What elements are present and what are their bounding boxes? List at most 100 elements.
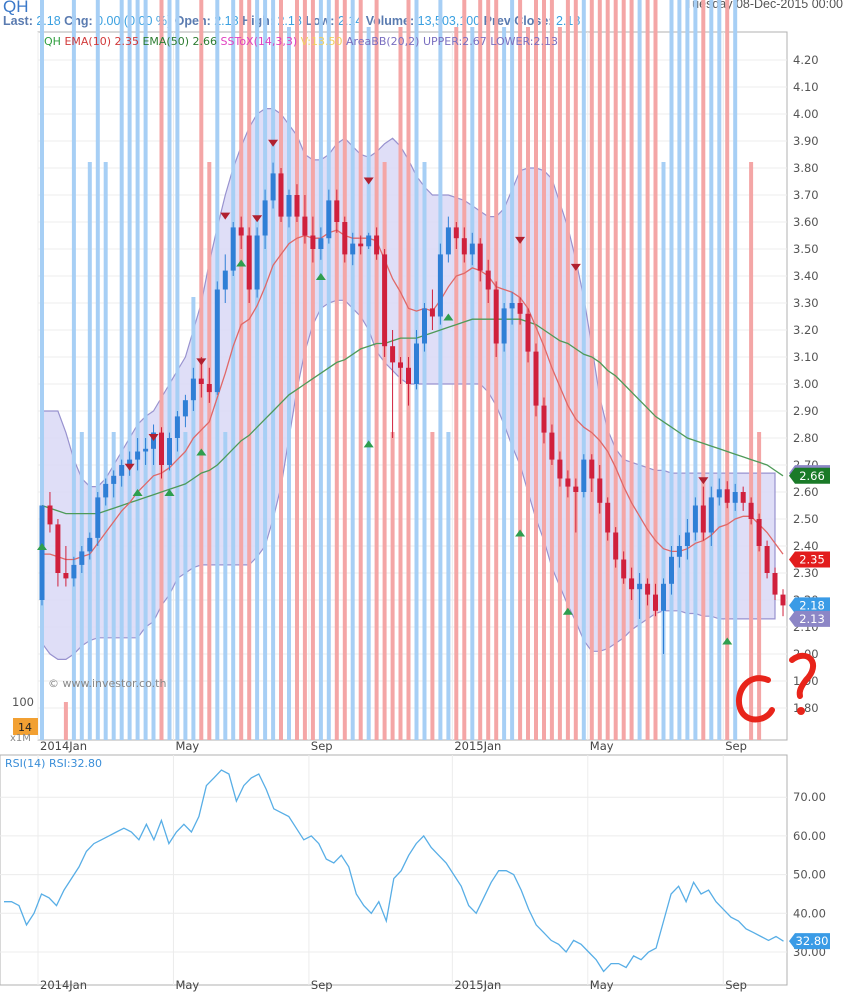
volume-bar xyxy=(542,0,546,740)
sell-marker xyxy=(268,139,279,147)
price-tick-label: 3.20 xyxy=(793,323,819,337)
price-tick-label: 3.00 xyxy=(793,377,819,391)
volume-bar xyxy=(573,0,578,740)
ema10-line xyxy=(42,229,784,561)
volume-bar xyxy=(653,0,658,740)
candle-body xyxy=(358,243,364,247)
candle-body xyxy=(700,505,706,533)
volume-bar xyxy=(247,0,252,740)
candle-body xyxy=(390,346,396,363)
volume-bar xyxy=(446,432,451,740)
volume-bar xyxy=(637,0,642,740)
volume-bar xyxy=(502,27,507,740)
volume-bar xyxy=(462,0,467,740)
handwritten-dot xyxy=(797,707,805,715)
candle-body xyxy=(270,173,276,201)
volume-bar xyxy=(613,0,618,740)
sell-marker xyxy=(698,477,709,485)
candle-body xyxy=(406,367,411,384)
candle-body xyxy=(222,270,228,290)
candle-body xyxy=(286,195,292,217)
value-badge-text: 2.13 xyxy=(799,612,825,626)
volume-badge xyxy=(13,718,38,735)
volume-bar xyxy=(127,0,132,740)
rsi-panel xyxy=(0,754,788,986)
volume-bar xyxy=(366,27,371,740)
price-tick-label: 3.40 xyxy=(793,269,819,283)
legend-entry: SSToX(14,3,3) xyxy=(221,35,301,48)
stat-label: Last: xyxy=(3,14,33,28)
value-badge-text: 2.18 xyxy=(799,598,825,612)
handwritten-c xyxy=(735,675,775,723)
candle-body xyxy=(764,546,770,573)
volume-bar xyxy=(151,432,156,740)
value-badge xyxy=(789,467,830,484)
volume-bar xyxy=(279,0,283,740)
rsi-tick-label: 60.00 xyxy=(793,829,826,843)
candle-body xyxy=(63,573,69,579)
sell-marker xyxy=(363,177,374,185)
candle-body xyxy=(167,438,172,465)
volume-bar xyxy=(565,0,570,740)
candle-body xyxy=(302,216,308,236)
volume-bar xyxy=(685,0,690,740)
candle-body xyxy=(294,195,300,217)
rsi-x-tick-label: May xyxy=(175,978,199,992)
indicator-legend: QH EMA(10) 2.35 EMA(50) 2.66 SSToX(14,3,… xyxy=(44,35,558,48)
volume-bar xyxy=(295,0,299,740)
candle-body xyxy=(748,502,754,519)
candle-body xyxy=(732,492,738,503)
volume-bar xyxy=(119,0,124,740)
candle-body xyxy=(318,238,324,249)
volume-bar xyxy=(287,27,291,740)
volume-bar xyxy=(143,0,148,740)
candle-body xyxy=(724,489,730,503)
price-tick-label: 3.50 xyxy=(793,242,819,256)
candle-body xyxy=(485,270,491,290)
candle-body xyxy=(182,400,188,417)
candle-body xyxy=(214,289,220,393)
volume-bar xyxy=(223,432,228,740)
candle-body xyxy=(613,532,619,560)
buy-marker xyxy=(164,489,175,496)
price-tick-label: 2.80 xyxy=(793,431,819,445)
volume-bar xyxy=(645,0,650,740)
candle-body xyxy=(621,559,627,579)
volume-bar xyxy=(621,0,626,740)
candle-body xyxy=(174,416,180,438)
volume-bar xyxy=(693,0,698,740)
candle-body xyxy=(708,497,714,533)
candle-body xyxy=(382,254,388,347)
candle-body xyxy=(573,486,579,492)
buy-marker xyxy=(132,489,143,496)
volume-bar xyxy=(159,0,164,740)
volume-bar xyxy=(549,0,554,740)
candle-body xyxy=(206,384,212,393)
candle-body xyxy=(334,200,340,222)
volume-bar xyxy=(207,162,212,740)
volume-bar xyxy=(79,432,84,740)
buy-marker xyxy=(236,259,247,267)
volume-bar xyxy=(478,0,483,740)
volume-bar xyxy=(239,0,244,740)
x-tick-label: 2015Jan xyxy=(454,739,501,753)
candle-body xyxy=(453,227,459,239)
rsi-label: RSI(14) RSI:32.80 xyxy=(5,757,102,770)
candle-body xyxy=(246,235,252,290)
volume-bar xyxy=(454,27,459,740)
rsi-value-badge-text: 32.80 xyxy=(796,934,829,948)
rsi-x-tick-label: 2015Jan xyxy=(454,978,501,992)
candle-body xyxy=(645,583,651,595)
volume-bar xyxy=(231,0,236,740)
candle-body xyxy=(119,465,125,476)
volume-bar xyxy=(310,0,315,740)
buy-marker xyxy=(315,273,326,280)
candle-body xyxy=(47,505,53,525)
buy-marker xyxy=(562,607,573,615)
volume-bar xyxy=(87,162,92,740)
volume-bar xyxy=(677,0,682,740)
candle-body xyxy=(589,459,595,479)
candle-body xyxy=(525,313,531,352)
volume-bar xyxy=(358,0,363,740)
